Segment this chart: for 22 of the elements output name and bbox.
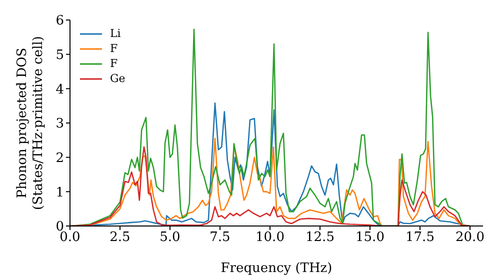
legend-label: Li bbox=[110, 27, 121, 40]
y-tick-label: 2 bbox=[56, 150, 64, 166]
line-series bbox=[70, 28, 471, 226]
legend-label: F bbox=[110, 57, 118, 70]
x-tick-label: 10.0 bbox=[256, 230, 284, 246]
y-tick-label: 1 bbox=[56, 185, 64, 200]
legend-label: F bbox=[110, 42, 118, 55]
y-axis-title: Phonon projected DOS (States/THz·primitive cell) bbox=[15, 36, 46, 210]
y-tick-label: 3 bbox=[56, 116, 64, 132]
x-tick-label: 0.0 bbox=[60, 230, 80, 246]
y-tick-label: 6 bbox=[56, 14, 64, 29]
x-tick-label: 2.5 bbox=[110, 230, 130, 246]
y-tick-label: 5 bbox=[56, 48, 64, 63]
legend-label: Ge bbox=[110, 72, 126, 85]
x-tick-label: 20.0 bbox=[456, 230, 484, 246]
x-tick-label: 15.0 bbox=[356, 230, 384, 246]
x-tick-label: 12.5 bbox=[306, 230, 334, 246]
x-tick-label: 7.5 bbox=[210, 230, 230, 246]
y-tick-label: 4 bbox=[56, 82, 64, 98]
x-axis-title: Frequency (THz) bbox=[220, 261, 332, 276]
x-tick-label: 17.5 bbox=[406, 230, 434, 246]
x-tick-label: 5.0 bbox=[160, 230, 180, 246]
